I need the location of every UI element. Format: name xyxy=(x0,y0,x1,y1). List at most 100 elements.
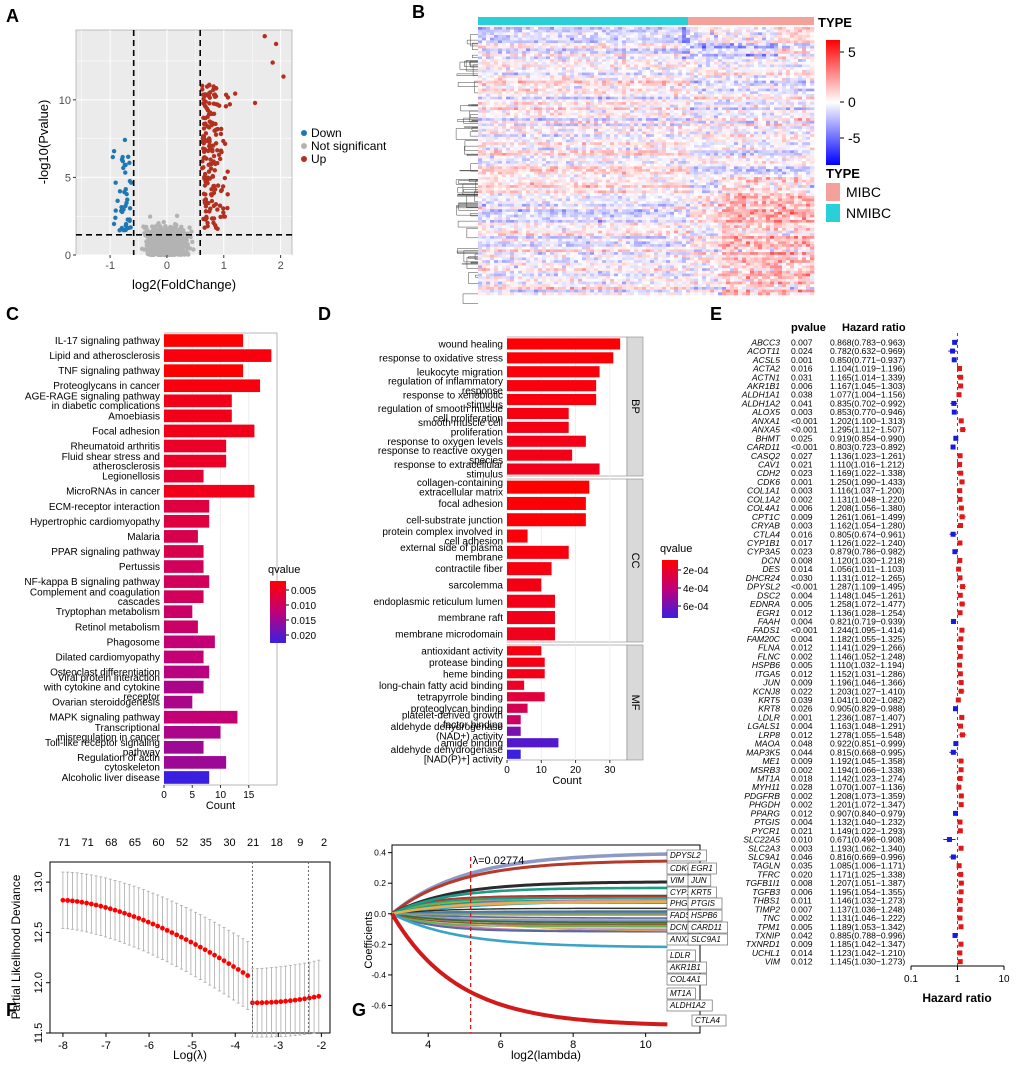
heatmap-cell xyxy=(614,142,619,146)
heatmap-cell xyxy=(494,45,499,49)
heatmap-cell xyxy=(658,102,663,106)
heatmap-cell xyxy=(586,77,591,81)
heatmap-cell xyxy=(530,56,535,60)
heatmap-cell xyxy=(566,134,571,138)
heatmap-cell xyxy=(638,72,643,76)
heatmap-cell xyxy=(730,136,735,140)
heatmap-cell xyxy=(778,139,783,143)
heatmap-cell xyxy=(746,120,751,124)
heatmap-cell xyxy=(794,104,799,108)
heatmap-cell xyxy=(782,120,787,124)
heatmap-cell xyxy=(514,112,519,116)
heatmap-cell xyxy=(690,99,695,103)
heatmap-cell xyxy=(530,144,535,148)
heatmap-cell xyxy=(758,144,763,148)
dendrogram-branch xyxy=(457,119,478,122)
heatmap-cell xyxy=(770,118,775,122)
heatmap-cell xyxy=(806,123,811,127)
heatmap-cell xyxy=(534,136,539,140)
heatmap-cell xyxy=(586,64,591,68)
heatmap-cell xyxy=(486,32,491,36)
heatmap-cell xyxy=(522,128,527,132)
heatmap-cell xyxy=(706,115,711,119)
heatmap-cell xyxy=(626,126,631,130)
heatmap-cell xyxy=(658,40,663,44)
heatmap-cell xyxy=(494,69,499,73)
heatmap-cell xyxy=(650,131,655,135)
heatmap-cell xyxy=(714,96,719,100)
heatmap-cell xyxy=(558,88,563,92)
heatmap-cell xyxy=(546,32,551,36)
heatmap-cell xyxy=(694,37,699,41)
heatmap-cell xyxy=(558,96,563,100)
heatmap-cell xyxy=(518,37,523,41)
heatmap-cell xyxy=(738,83,743,87)
heatmap-cell xyxy=(514,102,519,106)
heatmap-cell xyxy=(802,40,807,44)
heatmap-cell xyxy=(578,59,583,63)
heatmap-cell xyxy=(718,40,723,44)
heatmap-cell xyxy=(658,96,663,100)
heatmap-cell xyxy=(630,45,635,49)
heatmap-cell xyxy=(578,61,583,65)
heatmap-cell xyxy=(638,83,643,87)
heatmap-cell xyxy=(578,131,583,135)
heatmap-cell xyxy=(538,77,543,81)
heatmap-cell xyxy=(582,104,587,108)
heatmap-cell xyxy=(790,104,795,108)
heatmap-cell xyxy=(678,45,683,49)
heatmap-cell xyxy=(546,56,551,60)
heatmap-cell xyxy=(610,112,615,116)
heatmap-cell xyxy=(542,142,547,146)
heatmap-cell xyxy=(786,67,791,71)
heatmap-cell xyxy=(490,88,495,92)
heatmap-cell xyxy=(526,35,531,39)
heatmap-cell xyxy=(694,88,699,92)
heatmap-cell xyxy=(794,45,799,49)
heatmap-cell xyxy=(674,115,679,119)
heatmap-cell xyxy=(494,72,499,76)
heatmap-cell xyxy=(574,56,579,60)
heatmap-cell xyxy=(526,96,531,100)
heatmap-cell xyxy=(622,37,627,41)
heatmap-cell xyxy=(626,80,631,84)
heatmap-cell xyxy=(738,104,743,108)
heatmap-cell xyxy=(614,118,619,122)
heatmap-cell xyxy=(738,120,743,124)
heatmap-cell xyxy=(810,59,815,63)
heatmap-cell xyxy=(518,83,523,87)
heatmap-cell xyxy=(778,142,783,146)
heatmap-cell xyxy=(530,123,535,127)
heatmap-cell xyxy=(550,48,555,52)
heatmap-cell xyxy=(598,134,603,138)
heatmap-cell xyxy=(534,51,539,55)
heatmap-cell xyxy=(534,67,539,71)
heatmap-cell xyxy=(782,75,787,79)
heatmap-cell xyxy=(786,88,791,92)
volcano-point xyxy=(127,160,132,166)
heatmap-cell xyxy=(678,107,683,111)
heatmap-cell xyxy=(778,53,783,57)
heatmap-cell xyxy=(758,139,763,143)
heatmap-cell xyxy=(766,53,771,57)
heatmap-cell xyxy=(494,61,499,65)
heatmap-cell xyxy=(758,35,763,39)
heatmap-cell xyxy=(706,120,711,124)
heatmap-cell xyxy=(578,72,583,76)
heatmap-cell xyxy=(598,69,603,73)
heatmap-cell xyxy=(546,110,551,114)
heatmap-cell xyxy=(806,56,811,60)
heatmap-cell xyxy=(506,85,511,89)
heatmap-cell xyxy=(694,83,699,87)
heatmap-cell xyxy=(514,43,519,47)
heatmap-cell xyxy=(530,45,535,49)
heatmap-cell xyxy=(522,32,527,36)
heatmap-cell xyxy=(566,107,571,111)
heatmap-cell xyxy=(682,107,687,111)
heatmap-cell xyxy=(662,102,667,106)
heatmap-cell xyxy=(546,96,551,100)
heatmap-cell xyxy=(598,107,603,111)
heatmap-cell xyxy=(494,35,499,39)
heatmap-cell xyxy=(706,75,711,79)
heatmap-cell xyxy=(730,131,735,135)
